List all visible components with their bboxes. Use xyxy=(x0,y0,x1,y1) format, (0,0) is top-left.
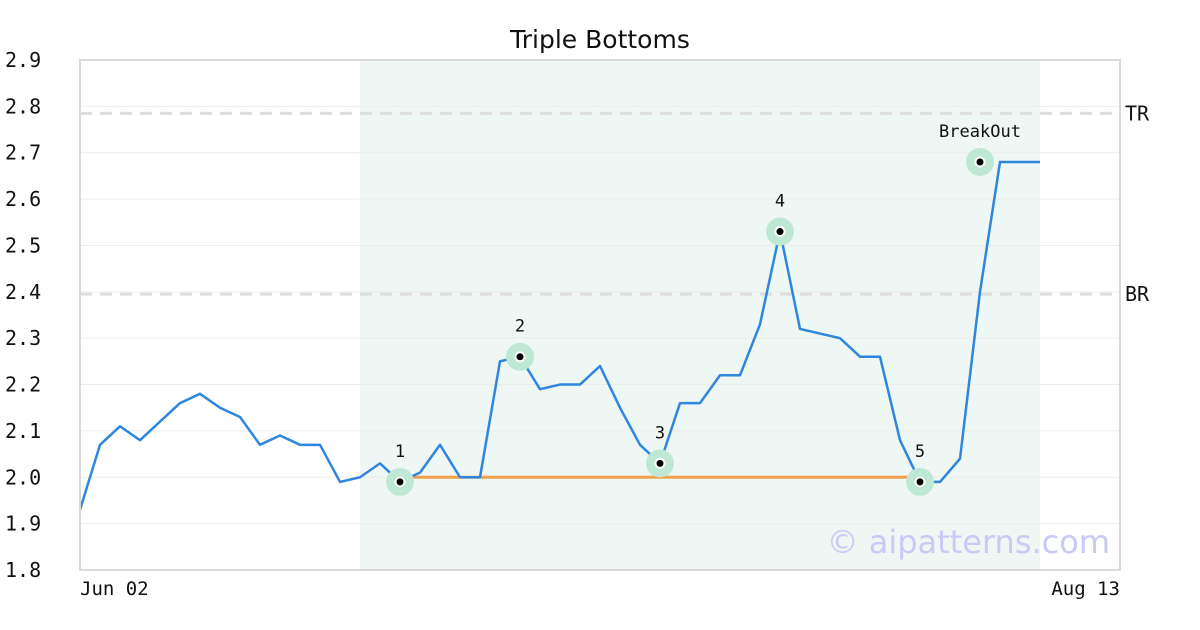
pattern-points: 1 2 3 4 5 BreakOut xyxy=(386,122,1021,496)
pattern-point xyxy=(776,228,784,236)
pattern-point xyxy=(396,478,404,486)
plot-frame xyxy=(79,59,1121,571)
pattern-point xyxy=(916,478,924,486)
y-tick-label: 2.2 xyxy=(5,373,41,397)
y-tick-label: 2.3 xyxy=(5,326,41,350)
pattern-point xyxy=(516,353,524,361)
x-tick-label: Aug 13 xyxy=(1051,578,1120,600)
y-tick-label: 2.6 xyxy=(5,187,41,211)
y-tick-label: 2.8 xyxy=(5,94,41,118)
y-tick-label: 2.4 xyxy=(5,280,41,304)
pattern-point-label: 3 xyxy=(655,423,665,443)
pattern-window-highlight xyxy=(360,60,1040,570)
price-series-line xyxy=(78,160,1040,511)
pattern-point-label: 5 xyxy=(915,442,925,462)
watermark: © aipatterns.com xyxy=(827,523,1110,561)
pattern-point-label: 4 xyxy=(775,192,785,212)
level-label: TR xyxy=(1125,101,1150,125)
y-tick-label: 2.1 xyxy=(5,419,41,443)
level-label: BR xyxy=(1125,282,1150,306)
y-tick-label: 2.9 xyxy=(5,48,41,72)
pattern-point-label: BreakOut xyxy=(939,122,1021,142)
pattern-point xyxy=(976,158,984,166)
x-axis-ticks: Jun 02 Aug 13 xyxy=(80,578,1120,600)
x-tick-label: Jun 02 xyxy=(80,578,149,600)
y-tick-label: 2.7 xyxy=(5,141,41,165)
pattern-point-label: 1 xyxy=(395,442,405,462)
y-tick-label: 1.9 xyxy=(5,512,41,536)
y-tick-label: 2.5 xyxy=(5,233,41,257)
level-lines: TR BR xyxy=(80,101,1150,306)
y-axis-ticks: 1.8 1.9 2.0 2.1 2.2 2.3 2.4 2.5 2.6 2.7 2.8 2.9 xyxy=(5,48,41,582)
chart-title: Triple Bottoms xyxy=(509,25,690,54)
y-tick-label: 1.8 xyxy=(5,558,41,582)
y-tick-label: 2.0 xyxy=(5,465,41,489)
pattern-point xyxy=(656,459,664,467)
pattern-point-label: 2 xyxy=(515,317,525,337)
